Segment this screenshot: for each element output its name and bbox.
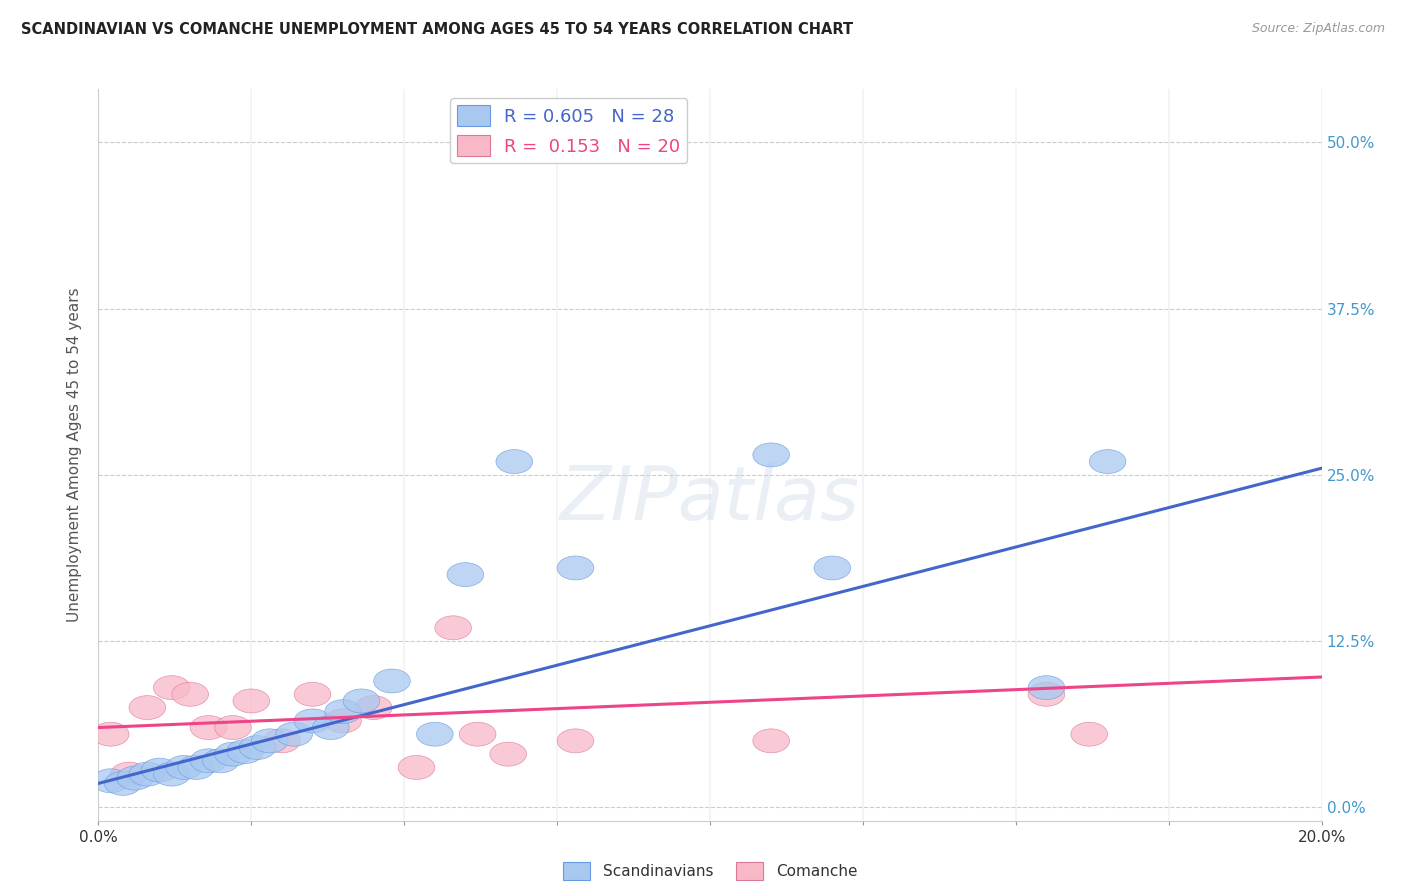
Text: Source: ZipAtlas.com: Source: ZipAtlas.com [1251,22,1385,36]
Ellipse shape [1071,723,1108,747]
Ellipse shape [374,669,411,693]
Ellipse shape [233,689,270,713]
Ellipse shape [814,556,851,580]
Ellipse shape [93,769,129,793]
Ellipse shape [190,748,226,772]
Text: SCANDINAVIAN VS COMANCHE UNEMPLOYMENT AMONG AGES 45 TO 54 YEARS CORRELATION CHAR: SCANDINAVIAN VS COMANCHE UNEMPLOYMENT AM… [21,22,853,37]
Ellipse shape [153,762,190,786]
Ellipse shape [489,742,526,766]
Ellipse shape [179,756,215,780]
Ellipse shape [226,739,263,764]
Ellipse shape [141,758,179,782]
Ellipse shape [557,556,593,580]
Ellipse shape [1028,682,1064,706]
Ellipse shape [752,443,790,467]
Ellipse shape [190,715,226,739]
Ellipse shape [215,715,252,739]
Ellipse shape [202,748,239,772]
Ellipse shape [1090,450,1126,474]
Ellipse shape [276,723,312,747]
Ellipse shape [215,742,252,766]
Ellipse shape [416,723,453,747]
Ellipse shape [312,715,349,739]
Ellipse shape [111,762,148,786]
Ellipse shape [752,729,790,753]
Ellipse shape [117,766,153,790]
Ellipse shape [1028,675,1064,699]
Ellipse shape [557,729,593,753]
Ellipse shape [93,723,129,747]
Ellipse shape [252,729,288,753]
Ellipse shape [166,756,202,780]
Ellipse shape [294,709,330,733]
Ellipse shape [325,699,361,723]
Ellipse shape [434,615,471,640]
Ellipse shape [129,696,166,720]
Ellipse shape [294,682,330,706]
Ellipse shape [239,736,276,759]
Ellipse shape [398,756,434,780]
Legend: Scandinavians, Comanche: Scandinavians, Comanche [557,856,863,886]
Ellipse shape [129,762,166,786]
Ellipse shape [172,682,208,706]
Ellipse shape [325,709,361,733]
Ellipse shape [104,772,141,796]
Ellipse shape [356,696,392,720]
Ellipse shape [343,689,380,713]
Ellipse shape [460,723,496,747]
Ellipse shape [447,563,484,587]
Ellipse shape [263,729,301,753]
Text: ZIPatlas: ZIPatlas [560,463,860,535]
Ellipse shape [153,675,190,699]
Y-axis label: Unemployment Among Ages 45 to 54 years: Unemployment Among Ages 45 to 54 years [67,287,83,623]
Ellipse shape [496,450,533,474]
